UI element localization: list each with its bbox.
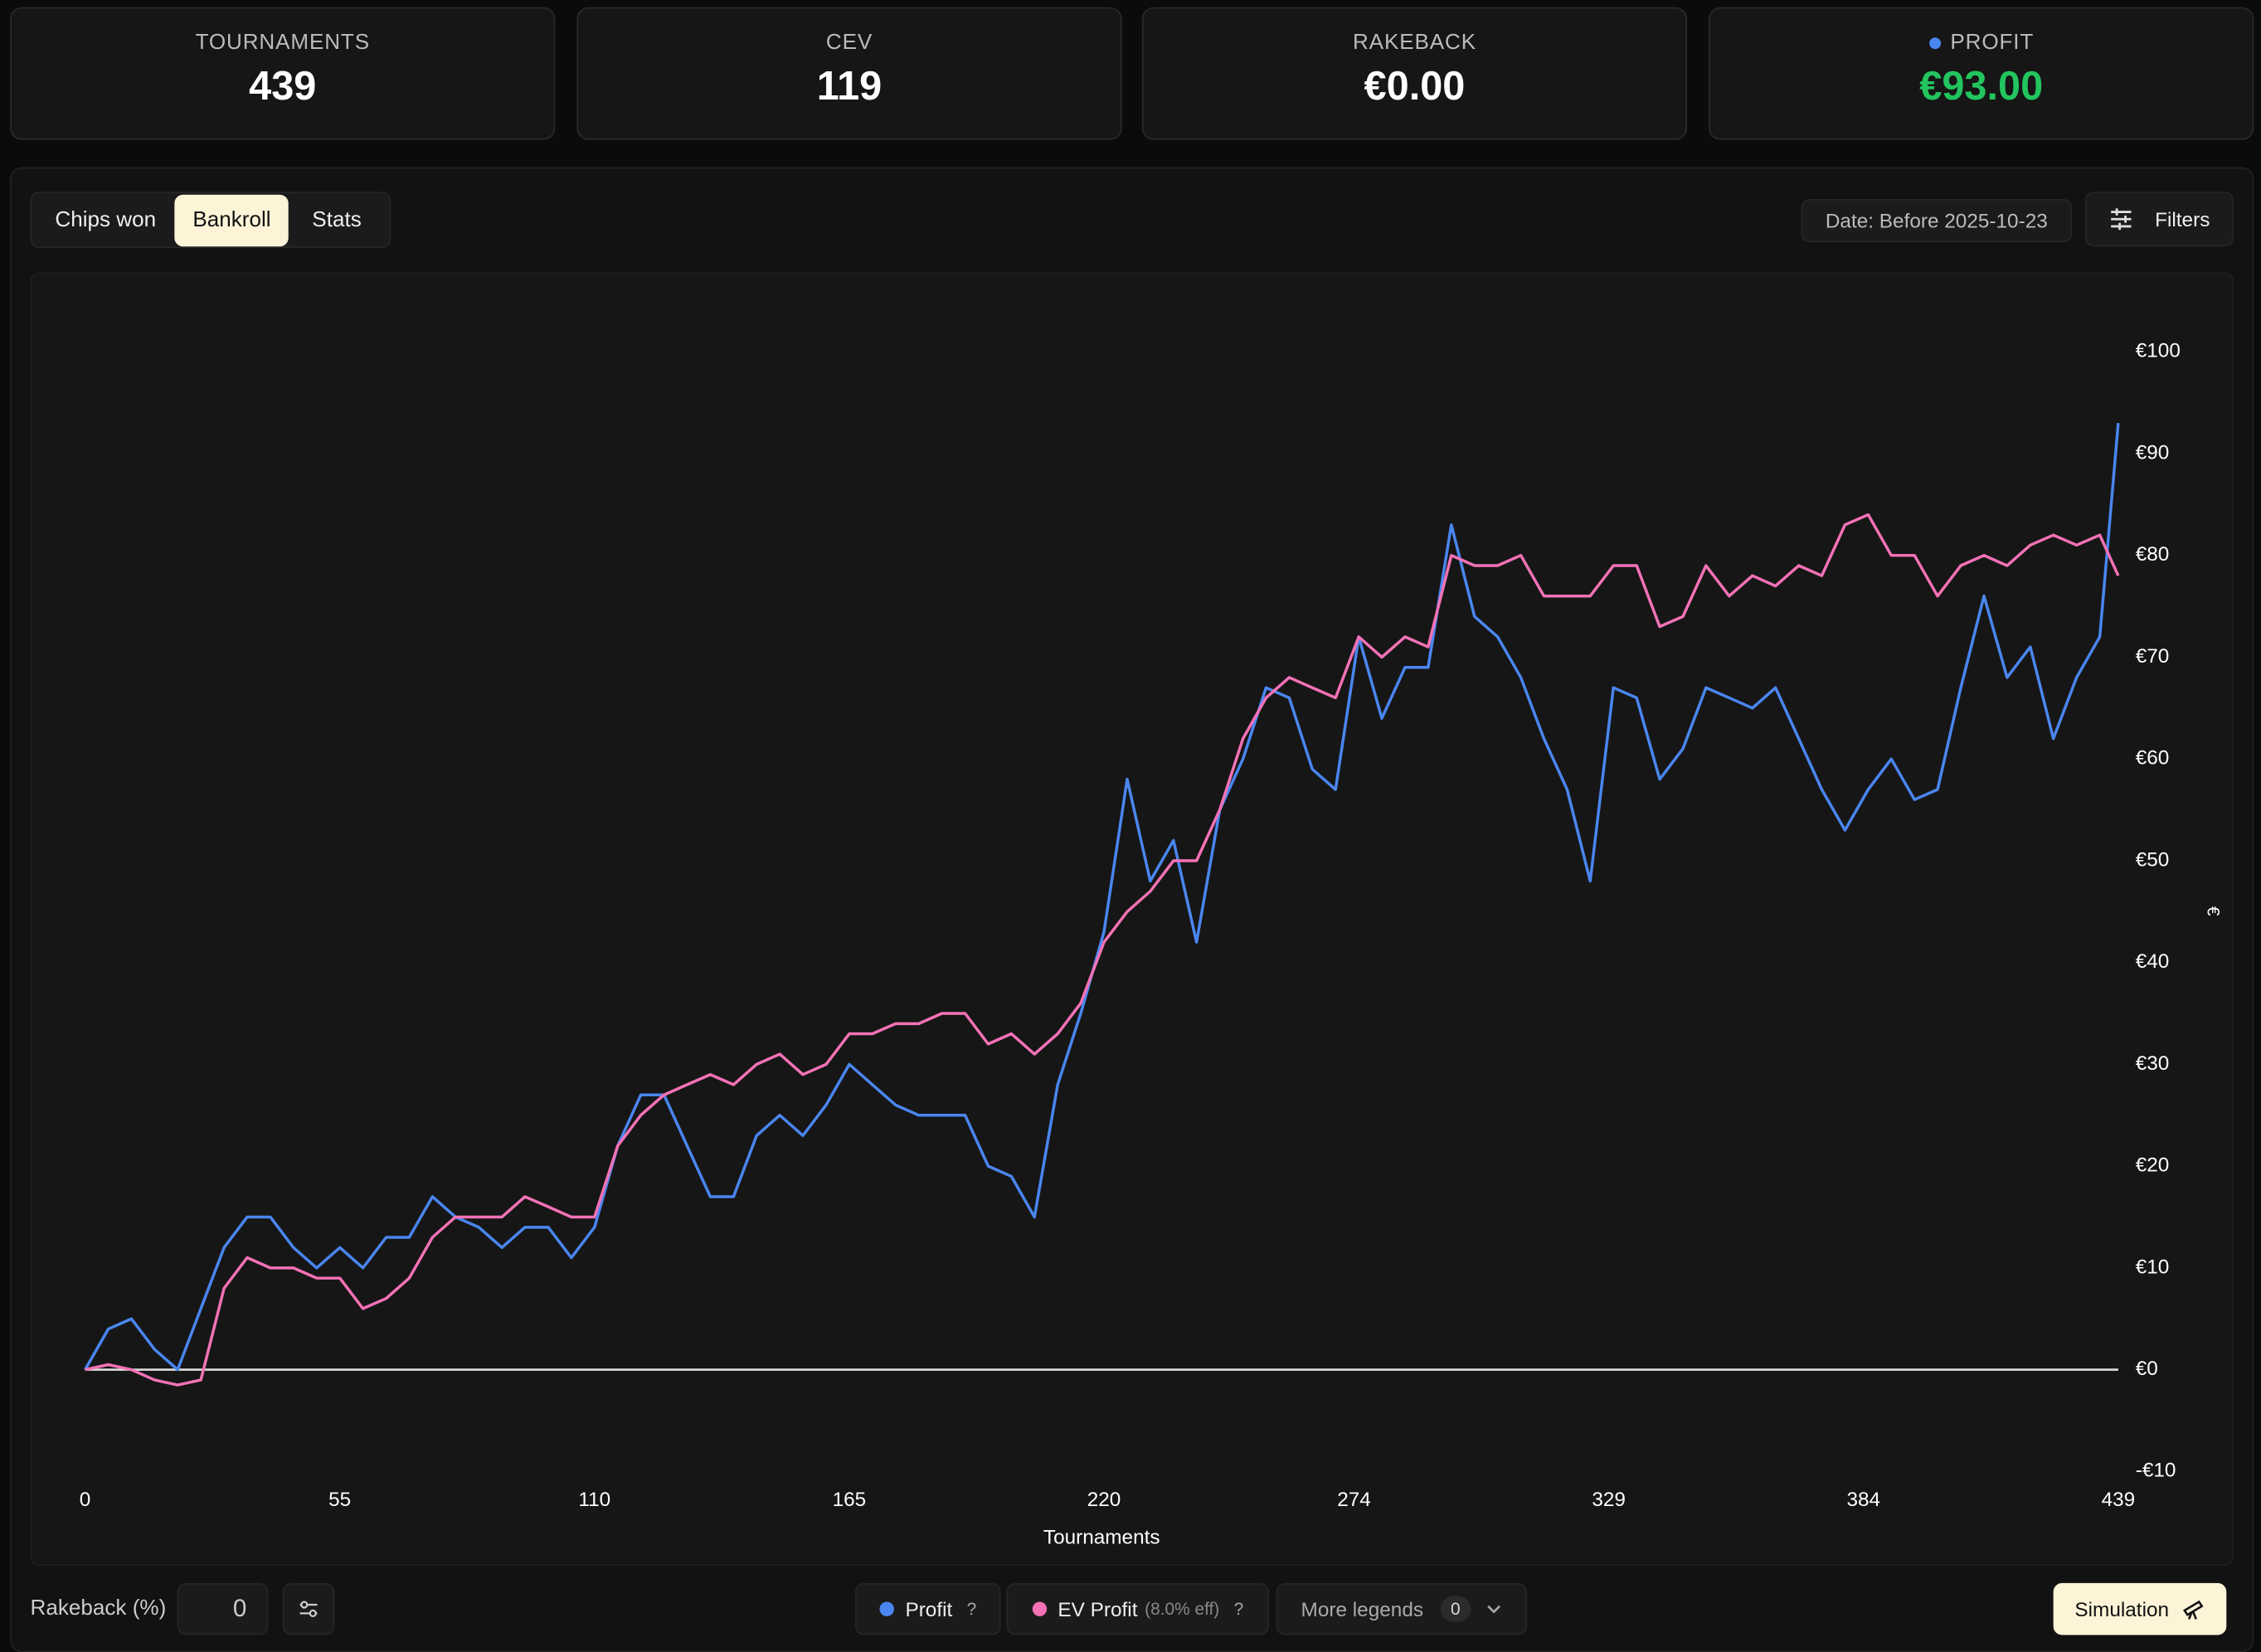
- y-tick-label: €60: [2136, 747, 2170, 770]
- stat-card: TOURNAMENTS 439: [10, 7, 556, 140]
- dot: [1928, 37, 1941, 50]
- telescope-icon: [2183, 1600, 2204, 1620]
- stat-label: PROFIT: [1710, 30, 2253, 56]
- tab[interactable]: Chips won: [55, 207, 157, 232]
- help[interactable]: ?: [1233, 1599, 1244, 1620]
- y-tick-label: €30: [2136, 1052, 2170, 1075]
- y-tick-label: €10: [2136, 1256, 2170, 1278]
- legend-label: EV Profit: [1058, 1597, 1138, 1621]
- stat-value: 439: [249, 63, 317, 109]
- stat-label: CEV: [825, 30, 873, 56]
- stat-value: €93.00: [1919, 63, 2044, 109]
- legend-dot: [879, 1601, 894, 1616]
- stat-label: TOURNAMENTS: [195, 30, 370, 56]
- rakeback-label: Rakeback (%): [30, 1596, 167, 1621]
- filters-button[interactable]: Filters: [2084, 192, 2234, 247]
- y-axis-label: €: [2203, 906, 2222, 916]
- stat-label-text: PROFIT: [1950, 30, 2035, 56]
- tab-active[interactable]: Bankroll: [175, 193, 289, 246]
- simulation-label: Simulation: [2074, 1597, 2170, 1621]
- stat-card: PROFIT €93.00: [1709, 7, 2254, 140]
- tab[interactable]: Stats: [312, 207, 362, 232]
- y-tick-label: €90: [2136, 441, 2170, 464]
- x-tick-label: 220: [1087, 1489, 1121, 1511]
- legend-label: Profit: [905, 1597, 953, 1621]
- x-tick-label: 274: [1337, 1489, 1371, 1511]
- settings-button[interactable]: [282, 1582, 335, 1635]
- x-tick-label: 329: [1592, 1489, 1626, 1511]
- x-axis-label: Tournaments: [1043, 1526, 1160, 1548]
- y-tick-label: €40: [2136, 950, 2170, 973]
- series-line: [85, 513, 2120, 1387]
- rakeback-input[interactable]: 0: [177, 1582, 269, 1635]
- legend-dot: [1032, 1601, 1047, 1616]
- y-tick-label: €80: [2136, 543, 2170, 566]
- stat-card: CEV 119: [576, 7, 1122, 140]
- settings-icon: [299, 1601, 318, 1618]
- stat-value: €0.00: [1364, 63, 1466, 109]
- legend-note: (8.0% eff): [1145, 1599, 1220, 1620]
- legend-ev[interactable]: EV Profit (8.0% eff)?: [1006, 1582, 1269, 1635]
- stat-card: RAKEBACK €0.00: [1141, 7, 1688, 140]
- chart-box: [30, 272, 2234, 1567]
- x-tick-label: 110: [578, 1489, 610, 1511]
- filter-icon: [2111, 208, 2132, 231]
- more-count: 0: [1440, 1596, 1471, 1622]
- tab-group: Chips won Bankroll Stats: [30, 192, 391, 249]
- stat-label: RAKEBACK: [1352, 30, 1476, 56]
- y-tick-label: €100: [2136, 340, 2181, 362]
- x-tick-label: 439: [2102, 1489, 2136, 1511]
- x-tick-label: 0: [80, 1489, 91, 1511]
- series-line: [84, 422, 2120, 1372]
- y-tick-label: €20: [2136, 1154, 2170, 1177]
- y-tick-label: €70: [2136, 645, 2170, 668]
- more-legends[interactable]: More legends 0: [1276, 1582, 1528, 1635]
- y-tick-label: -€10: [2136, 1460, 2176, 1482]
- y-tick-label: €0: [2136, 1358, 2158, 1380]
- more-label: More legends: [1301, 1597, 1424, 1621]
- x-tick-label: 55: [328, 1489, 351, 1511]
- stat-value: 119: [816, 63, 883, 109]
- legend-profit[interactable]: Profit?: [854, 1582, 1001, 1635]
- chevron: [1486, 1605, 1500, 1614]
- x-tick-label: 165: [833, 1489, 867, 1511]
- x-tick-label: 384: [1846, 1489, 1880, 1511]
- date-filter[interactable]: Date: Before 2025-10-23: [1801, 198, 2073, 243]
- help[interactable]: ?: [966, 1599, 977, 1620]
- simulation-button[interactable]: Simulation: [2053, 1582, 2227, 1635]
- y-tick-label: €50: [2136, 848, 2170, 871]
- filters-label: Filters: [2155, 207, 2210, 231]
